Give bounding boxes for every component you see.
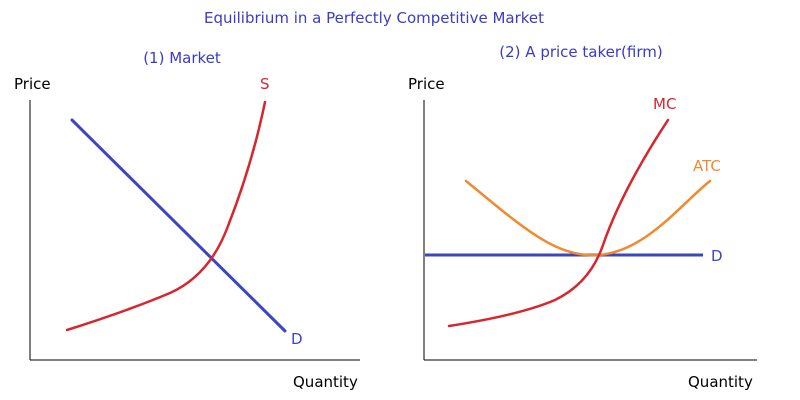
firm-x-axis-label: Quantity: [688, 373, 753, 391]
market-subtitle: (1) Market: [143, 49, 221, 67]
market-demand-label: D: [291, 330, 303, 348]
firm-panel: (2) A price taker(firm) Price Quantity M…: [408, 43, 757, 391]
market-y-axis-label: Price: [14, 75, 51, 93]
firm-demand-label: D: [711, 247, 723, 265]
firm-subtitle: (2) A price taker(firm): [499, 43, 662, 61]
firm-y-axis-label: Price: [408, 75, 445, 93]
firm-atc-label: ATC: [693, 157, 721, 175]
market-panel: (1) Market Price Quantity S D: [14, 49, 360, 391]
firm-atc-curve: [464, 179, 712, 257]
market-demand-curve: [70, 118, 287, 333]
firm-mc-curve: [447, 118, 670, 328]
diagram-title: Equilibrium in a Perfectly Competitive M…: [204, 9, 544, 27]
market-x-axis-label: Quantity: [293, 373, 358, 391]
firm-mc-label: MC: [653, 95, 676, 113]
market-supply-label: S: [260, 75, 270, 93]
market-supply-curve: [65, 100, 267, 332]
